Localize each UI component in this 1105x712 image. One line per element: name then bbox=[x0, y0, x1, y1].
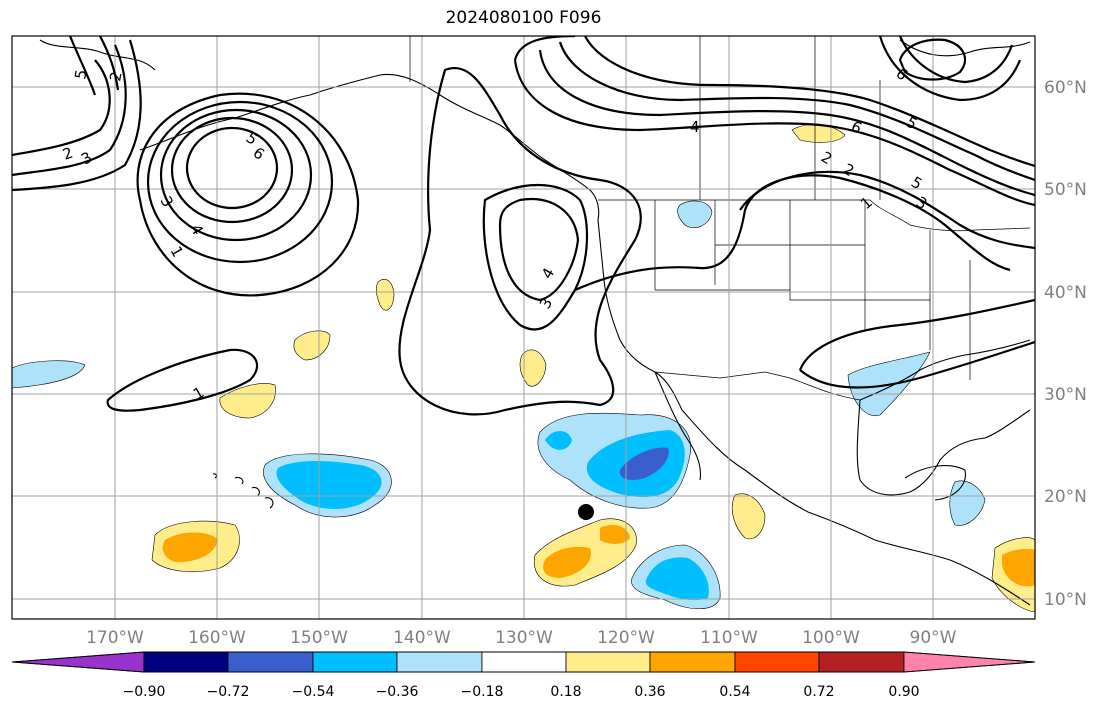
coastlines bbox=[39, 39, 1031, 606]
contour-nw-canada bbox=[878, 36, 1022, 102]
colorbar-segment-pink bbox=[903, 651, 1036, 673]
contour-sw-1 bbox=[106, 348, 259, 412]
pos-anomaly-west bbox=[219, 383, 276, 419]
neg-anomaly-south-core bbox=[645, 557, 709, 601]
lon-label: 160°W bbox=[188, 628, 246, 648]
colorbar-segment-lightsky bbox=[396, 651, 483, 673]
colorbar-segment-navy bbox=[143, 651, 229, 673]
contour-alaska-low-6 bbox=[185, 126, 279, 210]
neg-anomaly-honduras bbox=[949, 480, 986, 526]
lon-label: 100°W bbox=[802, 628, 860, 648]
colorbar bbox=[11, 651, 1036, 673]
contour-label: 5 bbox=[71, 68, 90, 81]
mexico-pacific-coast bbox=[681, 409, 1031, 606]
contour-nw-edge bbox=[68, 36, 120, 96]
contour-alaska-low-1 bbox=[136, 92, 360, 297]
colorbar-tick-label: 0.90 bbox=[888, 684, 919, 700]
map-frame bbox=[11, 35, 1036, 620]
colorbar-tick-label: −0.36 bbox=[376, 684, 419, 700]
neg-anomaly-west-edge bbox=[12, 360, 86, 389]
colorbar-tick-label: −0.72 bbox=[207, 684, 250, 700]
neg-anomaly-hawaii-core bbox=[276, 461, 382, 509]
contour-alaska-low-5 bbox=[170, 116, 294, 224]
contour-ridge-2 bbox=[739, 170, 1035, 250]
colorbar-segment-royal bbox=[227, 651, 314, 673]
pos-anomaly-mexico bbox=[731, 493, 766, 540]
colorbar-segment-orangered bbox=[734, 651, 820, 673]
colorbar-ticks: −0.90 −0.72 −0.54 −0.36 −0.18 0.18 0.36 … bbox=[123, 684, 920, 700]
lat-label: 40°N bbox=[1044, 283, 1087, 303]
lon-label: 130°W bbox=[495, 628, 553, 648]
contour-label: 2 bbox=[106, 70, 125, 83]
colorbar-tick-label: 0.18 bbox=[550, 684, 581, 700]
colorbar-segment-firebrick bbox=[818, 651, 905, 673]
us-canada-border bbox=[598, 199, 1031, 232]
pos-anomaly-small-2 bbox=[519, 349, 547, 387]
map-title: 2024080100 F096 bbox=[445, 8, 602, 28]
contour-north-7 bbox=[584, 36, 1035, 168]
pos-anomaly-central-america-core bbox=[1002, 548, 1035, 587]
contour-north-6 bbox=[558, 41, 1035, 182]
pos-anomaly-south-hawaii-core bbox=[162, 532, 218, 563]
colorbar-tick-label: −0.18 bbox=[461, 684, 504, 700]
contour-pacific-1 bbox=[398, 67, 642, 416]
contour-north-ring bbox=[898, 38, 967, 81]
neg-anomaly-idaho bbox=[677, 200, 713, 229]
contour-north-5 bbox=[538, 49, 1035, 197]
latitude-labels: 60°N 50°N 40°N 30°N 20°N 10°N bbox=[1044, 78, 1087, 610]
colorbar-tick-label: −0.90 bbox=[123, 684, 166, 700]
lat-label: 30°N bbox=[1044, 385, 1087, 405]
colorbar-tick-label: −0.54 bbox=[292, 684, 335, 700]
contour-pacific-4 bbox=[498, 197, 580, 302]
colorbar-segment-orange bbox=[649, 651, 736, 673]
us-mexico-border bbox=[654, 371, 861, 401]
colorbar-tick-label: 0.36 bbox=[634, 684, 665, 700]
longitude-labels: 170°W 160°W 150°W 140°W 130°W 120°W 110°… bbox=[86, 628, 957, 648]
state-lines bbox=[654, 200, 971, 380]
lon-label: 90°W bbox=[910, 628, 957, 648]
colorbar-segment-white bbox=[481, 651, 567, 673]
contour-alaska-low-4 bbox=[159, 108, 313, 242]
neg-anomaly-baja-inner bbox=[619, 447, 669, 480]
lon-label: 170°W bbox=[86, 628, 144, 648]
contour-alaska-low-3 bbox=[146, 100, 334, 264]
colorbar-segment-purple bbox=[11, 651, 145, 673]
contour-pacific-3 bbox=[482, 184, 588, 331]
lon-label: 140°W bbox=[393, 628, 451, 648]
contour-bering-west bbox=[12, 39, 142, 192]
colorbar-tick-label: 0.54 bbox=[719, 684, 750, 700]
colorbar-segment-paleyellow bbox=[565, 651, 651, 673]
colorbar-tick-label: 0.72 bbox=[803, 684, 834, 700]
lat-label: 60°N bbox=[1044, 78, 1087, 98]
contour-ridge-1 bbox=[798, 298, 1035, 371]
colorbar-segment-deepsky bbox=[312, 651, 398, 673]
contours bbox=[12, 36, 1035, 416]
anomaly-shading bbox=[12, 124, 1035, 613]
lon-label: 110°W bbox=[700, 628, 758, 648]
pos-anomaly-south-baja-core2 bbox=[600, 525, 630, 544]
lat-label: 50°N bbox=[1044, 180, 1087, 200]
gulf-coast bbox=[856, 399, 1031, 496]
contour-ridge-1b bbox=[799, 340, 1035, 389]
lat-label: 10°N bbox=[1044, 590, 1087, 610]
texas-coast bbox=[859, 339, 1031, 401]
lon-label: 120°W bbox=[597, 628, 655, 648]
baja-coast bbox=[654, 371, 702, 481]
west-coast-us bbox=[597, 219, 683, 411]
hawaii-islands bbox=[212, 473, 274, 509]
contour-label: 4 bbox=[690, 118, 700, 136]
alaska-coast bbox=[139, 73, 600, 221]
neg-anomaly-baja-small bbox=[545, 431, 572, 450]
yucatan bbox=[904, 465, 966, 501]
pos-anomaly-ne-pacific bbox=[293, 330, 331, 361]
bering-coast bbox=[39, 39, 156, 71]
pos-anomaly-south-baja-core bbox=[543, 546, 591, 578]
lon-label: 150°W bbox=[290, 628, 348, 648]
storm-position-marker bbox=[578, 504, 594, 520]
lat-label: 20°N bbox=[1044, 487, 1087, 507]
